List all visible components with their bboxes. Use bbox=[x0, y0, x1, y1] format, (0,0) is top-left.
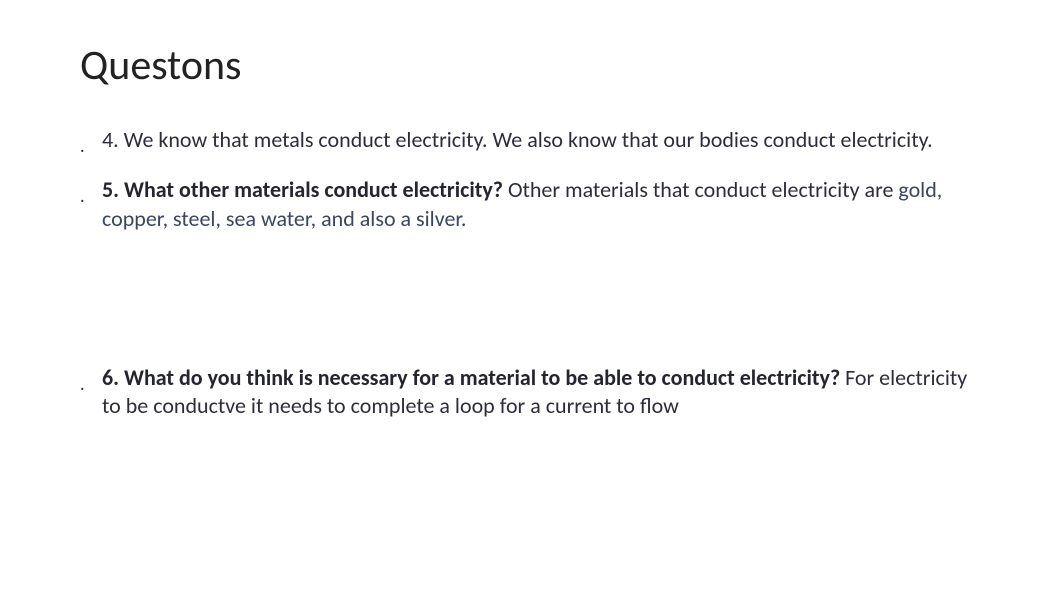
list-item: . 5. What other materials conduct electri… bbox=[80, 176, 982, 233]
list-item: . 6. What do you think is necessary for a… bbox=[80, 364, 982, 421]
text-run: Other materials that conduct electricity… bbox=[508, 176, 898, 203]
list-item: . 4. We know that metals conduct electric… bbox=[80, 126, 982, 158]
questions-list: . 4. We know that metals conduct electric… bbox=[80, 126, 982, 421]
bullet-icon: . bbox=[80, 135, 88, 158]
list-item-content: 5. What other materials conduct electric… bbox=[102, 176, 982, 233]
bullet-icon: . bbox=[80, 185, 88, 208]
list-item-content: 6. What do you think is necessary for a … bbox=[102, 364, 982, 421]
page-title: Questons bbox=[80, 40, 982, 91]
text-run: 4. We know that metals conduct electrici… bbox=[102, 126, 933, 153]
bullet-icon: . bbox=[80, 373, 88, 396]
text-run: 5. What other materials conduct electric… bbox=[102, 176, 508, 203]
text-run: 6. What do you think is necessary for a … bbox=[102, 364, 845, 391]
list-item-content: 4. We know that metals conduct electrici… bbox=[102, 126, 982, 155]
